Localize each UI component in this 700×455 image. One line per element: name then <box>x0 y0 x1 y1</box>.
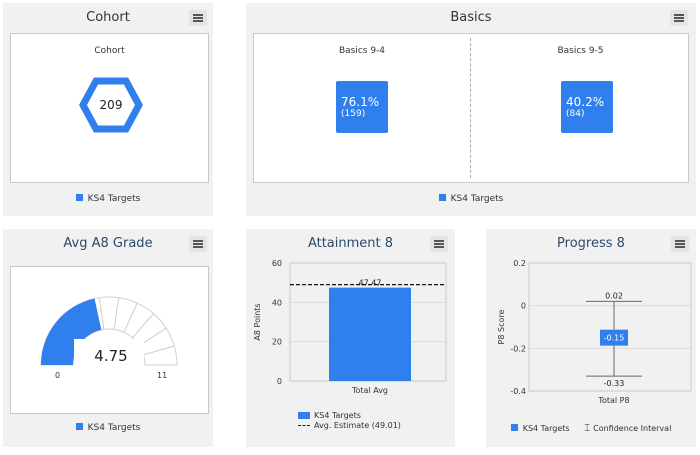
hamburger-menu-icon <box>193 14 203 16</box>
a8-ytick-label: 40 <box>272 298 282 307</box>
basics-menu-button[interactable] <box>670 10 688 26</box>
attainment8-menu-button[interactable] <box>430 236 448 252</box>
progress8-chart: 0.2 0 -0.2 -0.4 0.02 -0.33 -0.15 Total P8 P8 Sco… <box>497 259 692 405</box>
p8-ytick-label: 0.2 <box>513 259 526 268</box>
a8-bar <box>329 287 411 381</box>
a8grade-menu-button[interactable] <box>189 236 207 252</box>
attainment8-panel: Attainment 8 0 20 40 60 47.47 Total Avg A8 Poi… <box>246 229 455 447</box>
attainment8-legend-series[interactable]: KS4 Targets <box>298 411 401 421</box>
p8-ytick-label: -0.2 <box>510 344 526 353</box>
legend-swatch <box>438 194 446 201</box>
a8-category-label: Total Avg <box>351 386 388 395</box>
cohort-inner-title: Cohort <box>94 46 125 56</box>
p8-ytick-label: -0.4 <box>510 387 526 396</box>
basics-divider <box>470 38 471 178</box>
gauge-center <box>74 339 144 365</box>
hamburger-menu-icon <box>434 240 444 242</box>
p8-point-value-label: -0.15 <box>604 334 625 343</box>
p8-ylabel: P8 Score <box>497 309 506 344</box>
hexagon-icon <box>79 77 143 133</box>
basics-right-label: Basics 9-5 <box>557 46 604 56</box>
basics-9-5-tile: 40.2% (84) <box>561 81 613 133</box>
attainment8-legend-avg[interactable]: Avg. Estimate (49.01) <box>298 421 401 431</box>
a8grade-panel-title: Avg A8 Grade <box>63 236 153 251</box>
progress8-legend-ci-label: Confidence Interval <box>593 424 672 433</box>
cohort-panel-title: Cohort <box>86 10 130 25</box>
attainment8-legend-series-label: KS4 Targets <box>314 411 361 420</box>
progress8-legend: KS4 Targets ⌶ Confidence Interval <box>486 423 696 434</box>
attainment8-legend-avg-label: Avg. Estimate (49.01) <box>314 421 401 430</box>
a8-bar-value-label: 47.47 <box>359 279 382 288</box>
error-bar-icon: ⌶ <box>584 423 591 434</box>
a8grade-panel: Avg A8 Grade 4.75 0 11 KS4 Targets <box>3 229 213 447</box>
a8-ytick-label: 20 <box>272 338 282 347</box>
progress8-legend-series-label: KS4 Targets <box>522 424 570 433</box>
attainment8-legend[interactable]: KS4 Targets Avg. Estimate (49.01) <box>298 411 401 431</box>
a8grade-legend-label: KS4 Targets <box>87 423 141 433</box>
gauge-fill <box>41 298 102 365</box>
legend-swatch <box>298 412 310 419</box>
cohort-legend[interactable]: KS4 Targets <box>3 194 213 204</box>
cohort-chart-area: Cohort 209 <box>10 33 209 183</box>
a8grade-legend[interactable]: KS4 Targets <box>3 423 213 433</box>
attainment8-chart: 0 20 40 60 47.47 Total Avg A8 Points <box>253 259 447 395</box>
progress8-panel-title: Progress 8 <box>557 236 625 251</box>
basics-legend[interactable]: KS4 Targets <box>246 194 696 204</box>
a8grade-chart-area: 4.75 0 11 <box>10 266 209 414</box>
hamburger-menu-icon <box>675 240 685 242</box>
cohort-legend-label: KS4 Targets <box>87 194 141 204</box>
legend-swatch <box>75 194 83 201</box>
basics-9-5-count: (84) <box>566 109 585 119</box>
p8-plot-frame <box>528 262 692 392</box>
a8-ytick-label: 0 <box>277 377 282 386</box>
basics-panel: Basics Basics 9-4 76.1% (159) Basics 9-5… <box>246 3 696 216</box>
p8-point-marker <box>600 329 628 346</box>
p8-ytick-label: 0 <box>521 302 526 311</box>
gauge-max-label: 11 <box>157 371 168 380</box>
gauge-min-label: 0 <box>55 371 61 380</box>
p8-ci-lower-label: -0.33 <box>604 379 625 388</box>
a8-ylabel: A8 Points <box>253 303 262 340</box>
cohort-value: 209 <box>99 98 123 112</box>
basics-9-5-pct: 40.2% <box>566 95 605 109</box>
gauge-value: 4.75 <box>94 347 128 365</box>
progress8-legend-ci[interactable]: ⌶ Confidence Interval <box>584 423 672 434</box>
progress8-panel: Progress 8 0.2 0 -0.2 -0.4 0.02 -0.33 -0.15 Tot… <box>486 229 696 447</box>
basics-legend-label: KS4 Targets <box>450 194 504 204</box>
legend-swatch <box>510 424 518 431</box>
dashed-line-icon <box>298 425 310 426</box>
hamburger-menu-icon <box>674 14 684 16</box>
basics-9-4-count: (159) <box>341 109 366 119</box>
progress8-menu-button[interactable] <box>671 236 689 252</box>
cohort-menu-button[interactable] <box>189 10 207 26</box>
a8-ytick-label: 60 <box>272 259 282 268</box>
legend-swatch <box>75 423 83 430</box>
p8-ci-upper-label: 0.02 <box>605 291 623 300</box>
basics-9-4-tile: 76.1% (159) <box>336 81 388 133</box>
a8-gauge <box>40 296 178 366</box>
p8-category-label: Total P8 <box>597 396 629 405</box>
basics-9-4-pct: 76.1% <box>341 95 380 109</box>
progress8-legend-series[interactable]: KS4 Targets <box>510 424 570 433</box>
attainment8-panel-title: Attainment 8 <box>307 236 394 251</box>
cohort-panel: Cohort Cohort 209 KS4 Targets <box>3 3 213 216</box>
basics-panel-title: Basics <box>450 10 492 25</box>
basics-left-label: Basics 9-4 <box>338 46 386 56</box>
basics-chart-area: Basics 9-4 76.1% (159) Basics 9-5 40.2% … <box>253 33 689 183</box>
hamburger-menu-icon <box>193 240 203 242</box>
